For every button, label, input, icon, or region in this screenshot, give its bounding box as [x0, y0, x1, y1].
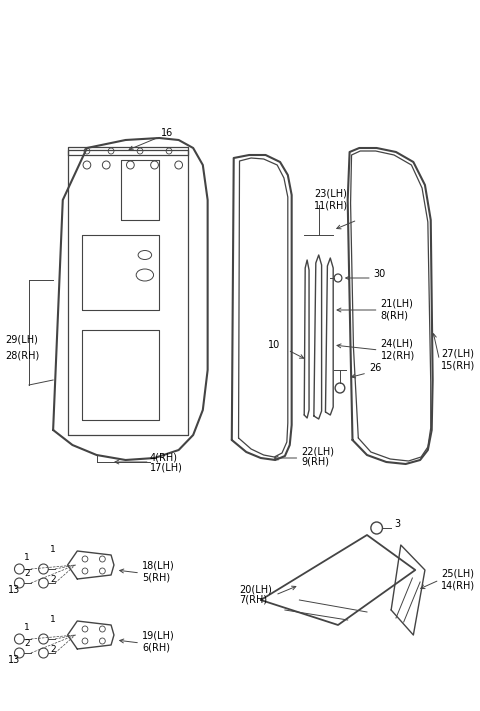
- Text: 13: 13: [8, 585, 20, 595]
- Text: 22(LH): 22(LH): [301, 446, 335, 456]
- Text: 2: 2: [24, 569, 30, 577]
- Text: 24(LH): 24(LH): [381, 339, 413, 349]
- Text: 28(RH): 28(RH): [5, 350, 39, 360]
- Text: 18(LH): 18(LH): [142, 561, 175, 571]
- Text: 1: 1: [50, 616, 56, 624]
- Text: 12(RH): 12(RH): [381, 350, 415, 360]
- Text: 8(RH): 8(RH): [381, 310, 408, 320]
- Text: 25(LH): 25(LH): [442, 569, 474, 579]
- Text: 19(LH): 19(LH): [142, 631, 175, 641]
- Text: 2: 2: [24, 638, 30, 648]
- Text: 1: 1: [24, 552, 30, 562]
- Text: 27(LH): 27(LH): [442, 349, 474, 359]
- Text: 7(RH): 7(RH): [240, 595, 268, 605]
- Text: 6(RH): 6(RH): [142, 642, 170, 652]
- Text: 2: 2: [50, 575, 56, 584]
- Text: 21(LH): 21(LH): [381, 299, 413, 309]
- Text: 23(LH): 23(LH): [314, 188, 347, 198]
- Text: 1: 1: [24, 623, 30, 631]
- Text: 30: 30: [374, 269, 386, 279]
- Text: 13: 13: [8, 655, 20, 665]
- Text: 3: 3: [394, 519, 400, 529]
- Text: 15(RH): 15(RH): [442, 360, 476, 370]
- Text: 5(RH): 5(RH): [142, 572, 170, 582]
- Text: 20(LH): 20(LH): [240, 584, 272, 594]
- Text: 11(RH): 11(RH): [314, 200, 348, 210]
- Text: 2: 2: [50, 646, 56, 655]
- Text: 4(RH): 4(RH): [150, 452, 178, 462]
- Text: 1: 1: [50, 545, 56, 555]
- Text: 10: 10: [267, 340, 280, 350]
- Text: 9(RH): 9(RH): [301, 457, 329, 467]
- Text: 26: 26: [369, 363, 381, 373]
- Text: 14(RH): 14(RH): [442, 580, 476, 590]
- Text: 17(LH): 17(LH): [150, 463, 182, 473]
- Text: 16: 16: [161, 128, 174, 138]
- Text: 29(LH): 29(LH): [5, 335, 38, 345]
